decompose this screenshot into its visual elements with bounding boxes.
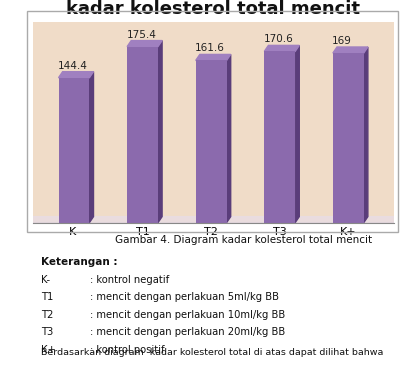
Polygon shape (157, 41, 162, 223)
Text: K-: K- (41, 275, 50, 285)
Bar (58, 78, 89, 223)
Polygon shape (363, 47, 367, 223)
Text: 170.6: 170.6 (263, 34, 293, 45)
Text: : mencit dengan perlakuan 5ml/kg BB: : mencit dengan perlakuan 5ml/kg BB (90, 292, 279, 302)
Polygon shape (127, 41, 162, 47)
Text: 144.4: 144.4 (58, 61, 88, 71)
Bar (264, 51, 294, 223)
Text: 175.4: 175.4 (126, 30, 156, 39)
Text: T1: T1 (41, 292, 53, 302)
Bar (127, 47, 157, 223)
Polygon shape (195, 54, 230, 61)
Text: : kontrol negatif: : kontrol negatif (90, 275, 169, 285)
Polygon shape (226, 54, 230, 223)
Title: kadar kolesterol total mencit: kadar kolesterol total mencit (66, 0, 360, 18)
Text: : kontrol positif: : kontrol positif (90, 345, 164, 355)
Bar (332, 53, 363, 223)
Text: Gambar 4. Diagram kadar kolesterol total mencit: Gambar 4. Diagram kadar kolesterol total… (115, 235, 371, 245)
Polygon shape (89, 72, 93, 223)
Text: Keterangan :: Keterangan : (41, 257, 117, 267)
Text: K+: K+ (41, 345, 56, 355)
Polygon shape (294, 45, 299, 223)
Text: Berdasarkan diagram  kadar kolesterol total di atas dapat dilihat bahwa: Berdasarkan diagram kadar kolesterol tot… (41, 348, 382, 357)
Polygon shape (58, 72, 93, 78)
Text: : mencit dengan perlakuan 10ml/kg BB: : mencit dengan perlakuan 10ml/kg BB (90, 310, 285, 320)
Polygon shape (332, 47, 367, 53)
Text: T2: T2 (41, 310, 53, 320)
Polygon shape (24, 216, 401, 223)
Bar (195, 61, 226, 223)
Text: T3: T3 (41, 327, 53, 337)
Polygon shape (264, 45, 299, 51)
Text: 169: 169 (331, 36, 351, 46)
Text: : mencit dengan perlakuan 20ml/kg BB: : mencit dengan perlakuan 20ml/kg BB (90, 327, 285, 337)
Text: 161.6: 161.6 (195, 43, 225, 53)
